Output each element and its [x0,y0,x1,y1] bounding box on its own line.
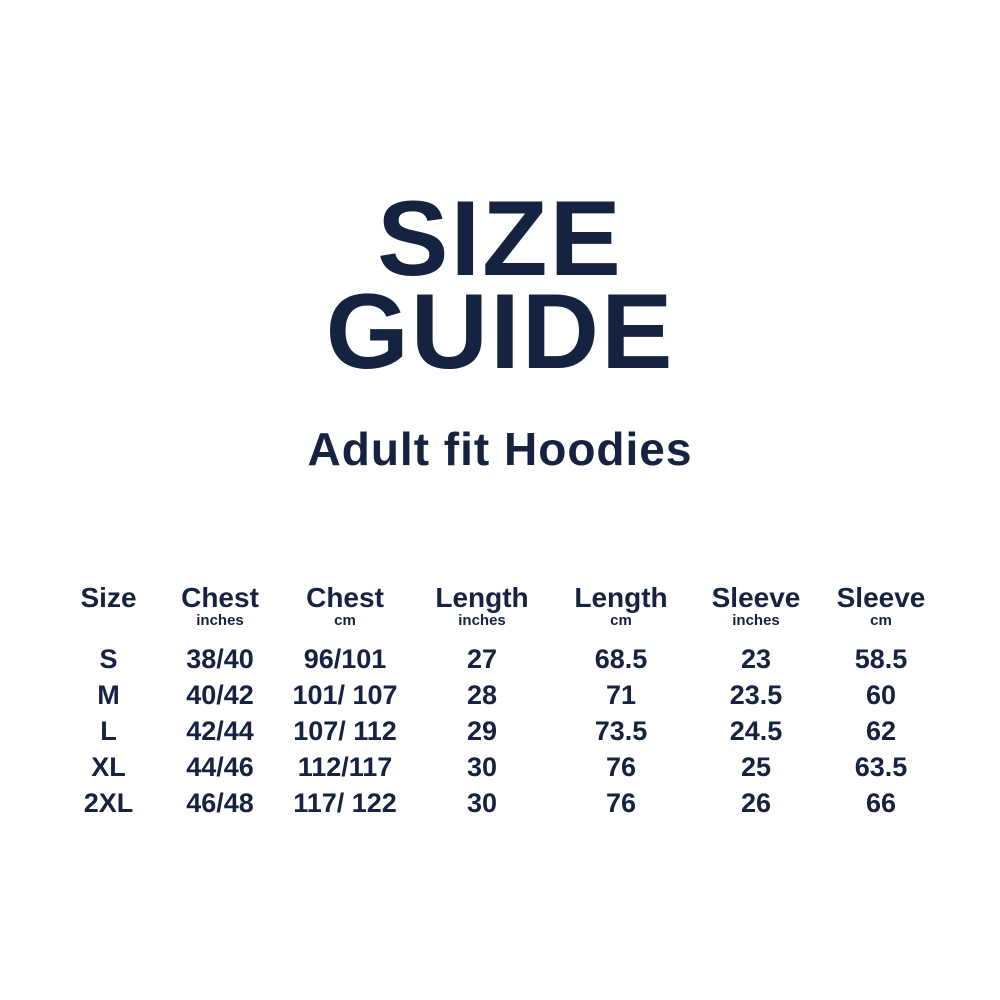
table-cell: 96/101 [303,644,387,674]
table-cell: 30 [466,788,498,818]
column-header: Chest cm [278,582,412,630]
table-cell: 38/40 [186,644,254,674]
column-header-label: Length [574,582,668,613]
table-cell: 42/44 [186,716,254,746]
column-header: Size [55,584,162,629]
size-label-cell: S [99,644,118,674]
table-cell: 26 [740,788,772,818]
table-cell: 60 [865,680,897,710]
table-cell: 68.5 [594,644,648,674]
table-row: L 42/44 107/ 112 29 73.5 24.5 62 [55,713,940,749]
column-header-label: Size [80,582,137,613]
table-cell: 76 [605,752,637,782]
table-cell: 28 [466,680,498,710]
size-label-cell: 2XL [83,788,134,818]
size-label-cell: M [97,680,120,710]
column-header: Length cm [552,582,690,630]
table-cell: 30 [466,752,498,782]
column-header-label: Sleeve [836,582,926,613]
title-line-1: SIZE [377,178,623,298]
column-header-unit: inches [196,612,244,629]
table-cell: 112/117 [297,752,393,782]
size-label-cell: XL [91,752,126,782]
table-cell: 62 [865,716,897,746]
page-subtitle: Adult fit Hoodies [307,423,693,475]
title-line-2: GUIDE [325,271,675,391]
table-row: XL 44/46 112/117 30 76 25 63.5 [55,749,940,785]
table-cell: 73.5 [594,716,648,746]
column-header: Sleeve cm [822,582,940,630]
table-header-row: Size Chest inches Chest cm Length inches Length… [55,582,940,630]
table-row: M 40/42 101/ 107 28 71 23.5 60 [55,677,940,713]
column-header: Sleeve inches [690,582,822,630]
column-header-unit: cm [334,612,356,629]
column-header-label: Chest [181,582,259,613]
table-cell: 40/42 [186,680,254,710]
page-title: SIZE GUIDE [0,178,1000,391]
table-row: 2XL 46/48 117/ 122 30 76 26 66 [55,785,940,821]
table-cell: 46/48 [186,788,254,818]
table-cell: 29 [466,716,498,746]
table-cell: 66 [865,788,897,818]
column-header-label: Length [435,582,529,613]
column-header-unit: inches [732,612,780,629]
size-table: Size Chest inches Chest cm Length inches Length… [55,584,940,821]
table-cell: 23 [740,644,772,674]
column-header-label: Chest [306,582,384,613]
column-header-label: Sleeve [711,582,801,613]
table-cell: 107/ 112 [293,716,397,746]
column-header: Length inches [412,582,552,630]
table-cell: 27 [466,644,498,674]
table-cell: 44/46 [186,752,254,782]
table-cell: 117/ 122 [293,788,397,818]
column-header: Chest inches [162,582,278,630]
size-label-cell: L [100,716,117,746]
table-cell: 23.5 [729,680,783,710]
column-header-unit: inches [458,612,506,629]
column-header-unit: cm [870,612,892,629]
table-cell: 24.5 [729,716,783,746]
header: SIZE GUIDE Adult fit Hoodies [0,178,1000,476]
table-cell: 71 [605,680,637,710]
table-cell: 25 [740,752,772,782]
size-table-header: Size Chest inches Chest cm Length inches Length… [55,582,940,630]
size-table-body: S 38/40 96/101 27 68.5 23 58.5 M 40/42 101/ 107 28… [55,641,940,821]
table-cell: 58.5 [854,644,908,674]
table-cell: 76 [605,788,637,818]
table-cell: 63.5 [854,752,908,782]
column-header-unit: cm [610,612,632,629]
table-cell: 101/ 107 [292,680,398,710]
column-header-unit [55,612,162,629]
table-row: S 38/40 96/101 27 68.5 23 58.5 [55,641,940,677]
